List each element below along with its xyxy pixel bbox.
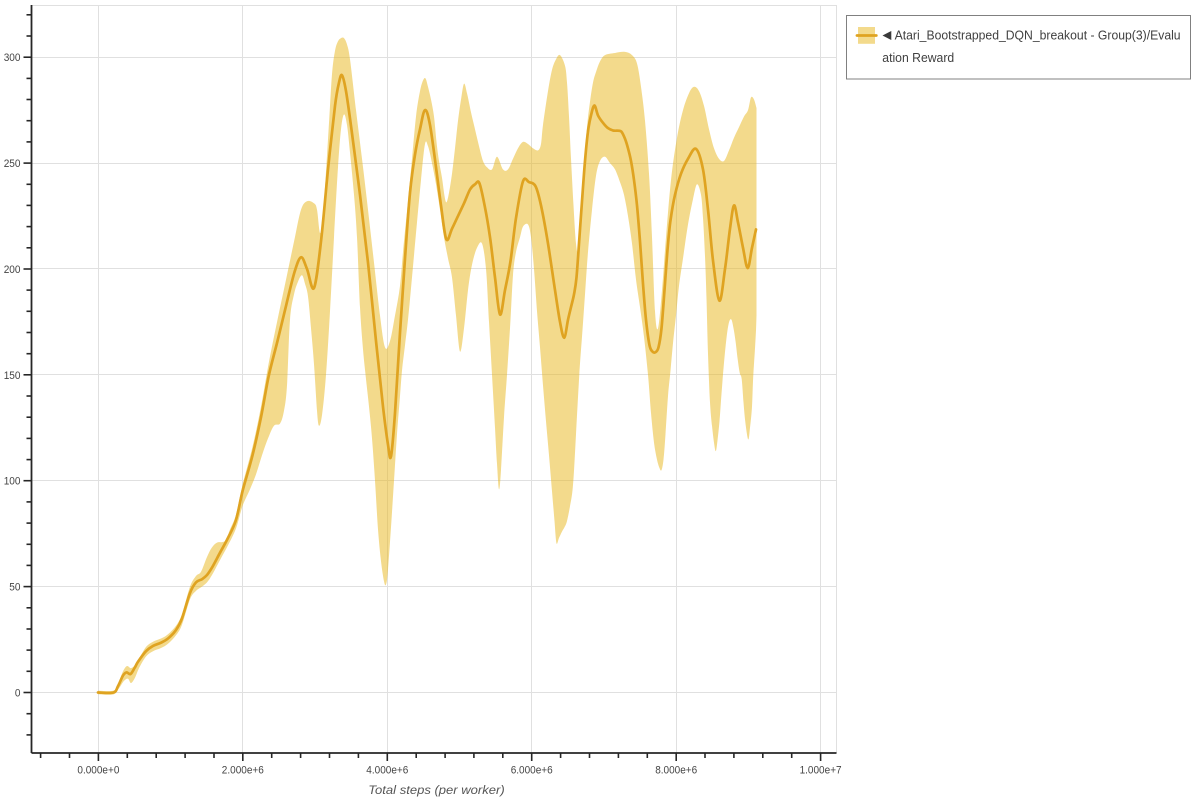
svg-text:100: 100 <box>4 476 21 488</box>
svg-text:6.000e+6: 6.000e+6 <box>511 765 553 777</box>
svg-text:1.000e+7: 1.000e+7 <box>800 765 842 777</box>
svg-text:200: 200 <box>4 264 21 276</box>
svg-text:0.000e+0: 0.000e+0 <box>77 765 119 777</box>
svg-text:300: 300 <box>4 52 21 64</box>
svg-text:0: 0 <box>15 688 21 700</box>
svg-text:4.000e+6: 4.000e+6 <box>366 765 408 777</box>
svg-text:150: 150 <box>4 370 21 382</box>
svg-text:8.000e+6: 8.000e+6 <box>655 765 697 777</box>
svg-text:50: 50 <box>9 582 20 594</box>
svg-text:Total steps (per worker): Total steps (per worker) <box>368 783 504 797</box>
svg-text:Atari_Bootstrapped_DQN_breakou: Atari_Bootstrapped_DQN_breakout - Group(… <box>895 28 1181 43</box>
svg-text:2.000e+6: 2.000e+6 <box>222 765 264 777</box>
svg-text:ation Reward: ation Reward <box>882 50 954 65</box>
svg-text:250: 250 <box>4 158 21 170</box>
